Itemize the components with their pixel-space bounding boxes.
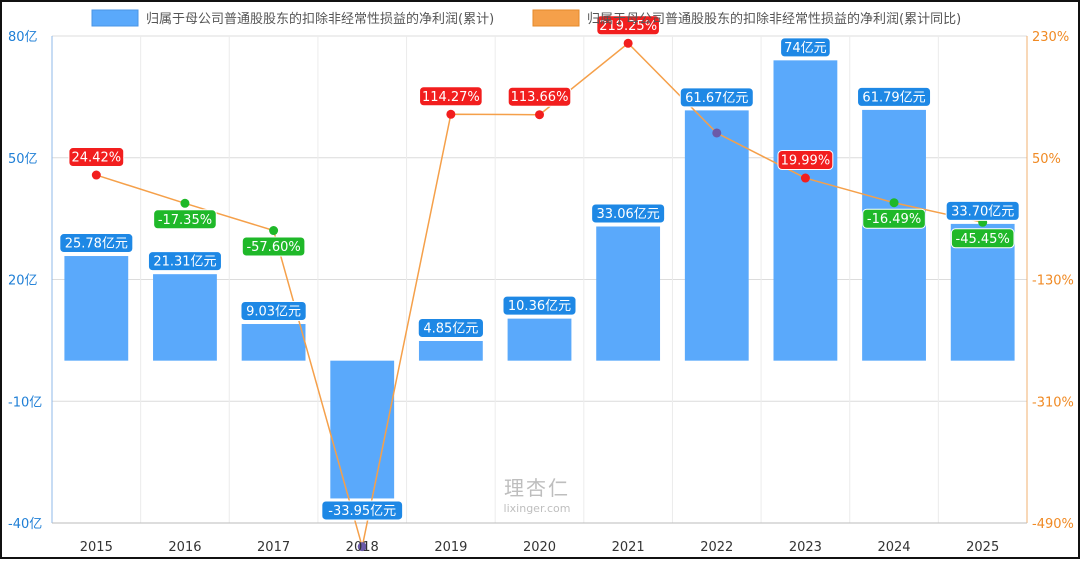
x-tick-label: 2016 bbox=[168, 540, 201, 555]
bar-data-label-bg bbox=[857, 86, 932, 107]
bar-data-label: 74亿元 bbox=[784, 41, 827, 56]
line-point bbox=[180, 198, 190, 208]
line-data-label-bg bbox=[950, 228, 1015, 249]
bar bbox=[596, 226, 661, 361]
line-point bbox=[889, 198, 899, 208]
y-left-tick-label: -10亿 bbox=[8, 395, 42, 410]
line-point bbox=[712, 128, 722, 138]
bar-data-label: 33.70亿元 bbox=[951, 204, 1014, 219]
x-tick-label: 2021 bbox=[612, 540, 645, 555]
line-data-label-bg bbox=[419, 86, 483, 107]
bar-data-label: 9.03亿元 bbox=[246, 305, 301, 320]
bar-data-label: 61.79亿元 bbox=[862, 90, 925, 105]
bar-data-label-bg bbox=[417, 317, 484, 338]
bar bbox=[862, 109, 926, 361]
x-tick-label: 2017 bbox=[257, 540, 290, 555]
bar-data-label: 61.67亿元 bbox=[685, 91, 748, 106]
bar bbox=[773, 60, 838, 361]
line-data-label: 219.25% bbox=[599, 19, 657, 34]
bar-data-label-bg bbox=[321, 500, 404, 521]
x-tick-label: 2018 bbox=[346, 540, 379, 555]
bar-series bbox=[64, 60, 1015, 499]
x-tick-label: 2019 bbox=[434, 540, 467, 555]
bar-data-label-bg bbox=[240, 301, 307, 322]
y-left-tick-label: 80亿 bbox=[8, 30, 38, 45]
bar-data-label-bg bbox=[679, 87, 754, 108]
x-axis: 2015 2016 2017 2018 2019 2020 2021 2022 2023 2024… bbox=[80, 540, 999, 555]
line-series bbox=[91, 38, 988, 552]
line-data-label-bg bbox=[777, 150, 834, 171]
watermark-url: lixinger.com bbox=[504, 502, 571, 515]
watermark: 理杏仁 lixinger.com bbox=[504, 476, 571, 515]
line-data-label: -17.35% bbox=[158, 213, 212, 228]
watermark-logo: 理杏仁 bbox=[504, 476, 570, 500]
y-right-tick-label: -310% bbox=[1032, 395, 1074, 410]
line-data-label: 24.42% bbox=[72, 151, 122, 166]
legend-swatch-line[interactable] bbox=[532, 9, 580, 27]
bar-data-label: 21.31亿元 bbox=[153, 255, 216, 270]
line-data-label-bg bbox=[596, 15, 660, 36]
bar-data-label: 33.06亿元 bbox=[597, 207, 660, 222]
line-data-label: -57.60% bbox=[246, 240, 300, 255]
y-right-tick-label: 230% bbox=[1032, 30, 1069, 45]
x-tick-label: 2022 bbox=[700, 540, 733, 555]
bar-data-label-bg bbox=[502, 295, 577, 316]
bar-data-label-bg bbox=[147, 251, 222, 272]
bar-data-label-bg bbox=[945, 200, 1020, 221]
line-data-label-bg bbox=[153, 209, 217, 230]
line-data-label-bg bbox=[241, 236, 306, 257]
bar bbox=[418, 340, 483, 361]
line-data-label: 114.27% bbox=[422, 90, 480, 105]
y-axis-left: 80亿 50亿 20亿 -10亿 -40亿 bbox=[8, 30, 42, 532]
line-point bbox=[91, 170, 101, 180]
line-point bbox=[269, 226, 279, 236]
bar-data-label-bg bbox=[59, 233, 134, 254]
legend[interactable]: 归属于母公司普通股股东的扣除非经常性损益的净利润(累计) 归属于母公司普通股股东的… bbox=[91, 9, 961, 27]
bar-data-label-bg bbox=[780, 37, 831, 58]
y-left-tick-label: -40亿 bbox=[8, 517, 42, 532]
line-data-label-bg bbox=[862, 208, 926, 229]
line-data-label: 113.66% bbox=[511, 90, 569, 105]
line-point bbox=[623, 38, 633, 48]
bar bbox=[330, 360, 395, 499]
bar-data-labels: 25.78亿元 21.31亿元 9.03亿元 -33.95亿元 4.85亿元 10.36亿… bbox=[59, 37, 1020, 521]
line-data-label-bg bbox=[507, 86, 572, 107]
line-point bbox=[800, 173, 810, 183]
x-tick-label: 2023 bbox=[789, 540, 822, 555]
bar bbox=[241, 324, 306, 361]
line-point bbox=[357, 542, 367, 552]
y-left-tick-label: 20亿 bbox=[8, 274, 38, 289]
legend-label-line[interactable]: 归属于母公司普通股股东的扣除非经常性损益的净利润(累计同比) bbox=[587, 11, 961, 27]
line-data-labels: 24.42% -17.35% -57.60% 114.27% 113.66% 219.25… bbox=[68, 15, 1015, 257]
legend-label-bar[interactable]: 归属于母公司普通股股东的扣除非经常性损益的净利润(累计) bbox=[146, 11, 494, 27]
y-axis-right: 230% 50% -130% -310% -490% bbox=[1032, 30, 1074, 532]
y-left-tick-label: 50亿 bbox=[8, 152, 38, 167]
bar bbox=[64, 256, 129, 361]
x-tick-label: 2015 bbox=[80, 540, 113, 555]
bar bbox=[684, 110, 749, 361]
bar bbox=[507, 318, 572, 361]
line-point bbox=[535, 110, 544, 120]
x-tick-label: 2025 bbox=[966, 540, 999, 555]
line-data-label: -16.49% bbox=[867, 212, 921, 227]
y-right-tick-label: -490% bbox=[1032, 517, 1074, 532]
line-data-label: -45.45% bbox=[956, 232, 1010, 247]
x-tick-label: 2024 bbox=[877, 540, 910, 555]
bar-data-label: 10.36亿元 bbox=[508, 299, 571, 314]
y-right-tick-label: 50% bbox=[1032, 152, 1061, 167]
line-point bbox=[446, 109, 456, 119]
bar-data-label: 4.85亿元 bbox=[423, 321, 478, 336]
line-data-label-bg bbox=[68, 147, 125, 168]
line-data-label: 19.99% bbox=[781, 154, 831, 169]
y-right-tick-label: -130% bbox=[1032, 274, 1074, 289]
legend-swatch-bar[interactable] bbox=[91, 9, 139, 27]
x-tick-label: 2020 bbox=[523, 540, 556, 555]
bar-data-label: 25.78亿元 bbox=[65, 237, 128, 252]
bar-data-label: -33.95亿元 bbox=[328, 504, 396, 519]
bar bbox=[153, 274, 217, 361]
bar-data-label-bg bbox=[591, 203, 666, 224]
